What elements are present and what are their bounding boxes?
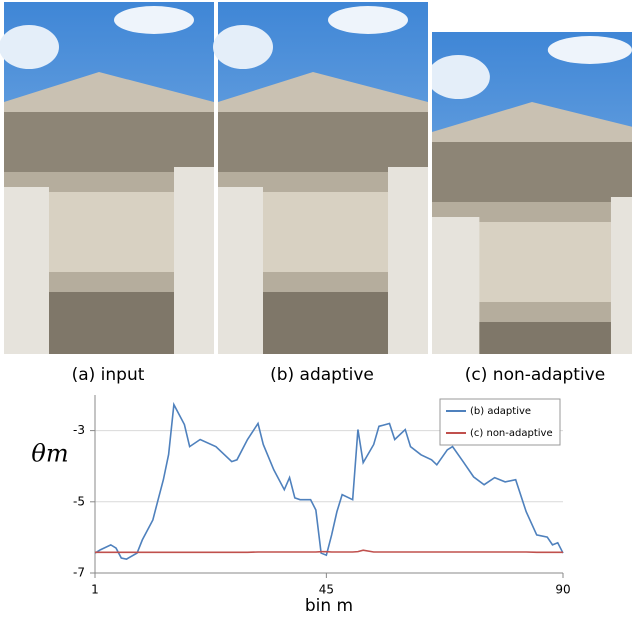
- series-line: [95, 550, 563, 552]
- y-tick-label: -3: [73, 423, 85, 437]
- caption: (a) input: [72, 365, 145, 385]
- x-axis-label: bin m: [305, 596, 353, 616]
- photo-c: [427, 32, 632, 384]
- legend-label: (b) adaptive: [470, 406, 531, 417]
- x-tick-label: 1: [91, 583, 99, 597]
- plot: -3 -5 -7 1 45 90 (b) adaptive (c) non-adaptive: [73, 395, 571, 597]
- figure: (a) input (b) adaptive (c) non-adaptive …: [0, 0, 632, 619]
- y-axis-label: θm: [31, 440, 68, 468]
- y-tick-label: -7: [73, 566, 85, 580]
- caption: (b) adaptive: [270, 365, 374, 385]
- x-tick-label: 45: [319, 583, 334, 597]
- legend-label: (c) non-adaptive: [470, 428, 553, 439]
- photo-a: [0, 2, 214, 354]
- page: (a) input (b) adaptive (c) non-adaptive …: [0, 0, 632, 619]
- y-tick-label: -5: [73, 494, 85, 508]
- x-tick-label: 90: [555, 583, 570, 597]
- photo-b: [213, 2, 428, 354]
- caption: (c) non-adaptive: [465, 365, 605, 385]
